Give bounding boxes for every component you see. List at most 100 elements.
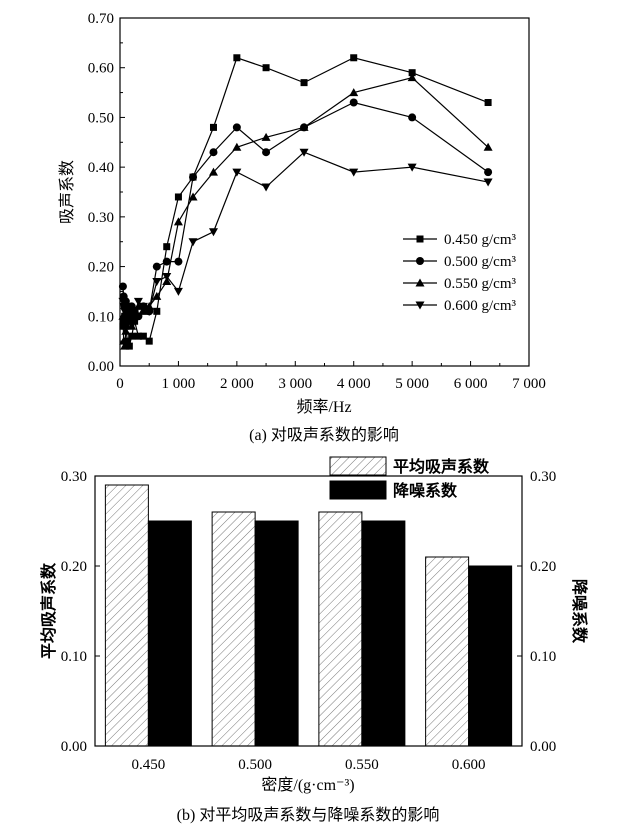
y-tick-label: 0.70 [88,11,114,27]
y-tick-label: 0.30 [88,210,114,226]
bar-nrc [468,565,513,747]
square-marker [153,307,161,315]
y2-axis-label: 降噪系数 [570,579,589,644]
triangle-up-marker [415,278,425,287]
bar-avg-absorption [104,484,149,747]
circle-marker [118,282,127,291]
bar-avg-absorption [425,556,470,747]
chart-title: (b) 对平均吸声系数与降噪系数的影响 [177,806,440,824]
square-marker [145,337,153,345]
series-line [122,151,489,324]
circle-marker [484,168,493,177]
x-tick-label: 5 000 [395,376,429,392]
triangle-down-marker [407,163,417,172]
bar-nrc [254,520,299,747]
triangle-up-marker [121,326,131,335]
x-tick-label: 0 [116,376,124,392]
x-tick-label: 7 000 [512,376,546,392]
circle-marker [416,257,424,265]
triangle-up-marker [152,291,162,300]
triangle-down-marker [121,302,131,311]
triangle-down-marker [188,238,198,247]
series-line [122,101,489,319]
y2-tick-label: 0.00 [530,739,556,755]
y-tick-label: 0.40 [88,160,114,176]
square-marker [209,123,217,131]
triangle-down-marker [162,273,172,282]
triangle-up-marker [349,88,359,97]
x-tick-label: 0.550 [345,757,379,773]
square-marker [350,54,358,62]
triangle-up-marker [299,122,309,131]
square-marker [163,243,171,251]
square-marker [134,332,142,340]
triangle-down-marker [483,178,493,187]
circle-marker [189,173,198,182]
y2-tick-label: 0.30 [530,469,556,485]
y-tick-label: 0.10 [61,649,87,665]
square-marker [122,322,130,330]
triangle-down-marker [208,228,218,237]
triangle-down-marker [124,317,134,326]
triangle-down-marker [173,287,183,296]
y-tick-label: 0.20 [88,260,114,276]
y-tick-label: 0.00 [61,739,87,755]
legend-label: 0.600 g/cm³ [444,298,516,314]
x-tick-label: 2 000 [220,376,254,392]
bar-nrc [147,520,192,747]
legend-label: 0.450 g/cm³ [444,232,516,248]
triangle-down-marker [349,168,359,177]
y-axis-label: 吸声系数 [58,160,76,224]
circle-marker [262,148,271,157]
x-tick-label: 0.600 [452,757,486,773]
square-marker [408,69,416,77]
y-axis-label: 平均吸声系数 [39,562,58,659]
legend-swatch [329,456,387,476]
triangle-down-marker [299,148,309,157]
triangle-down-marker [127,307,137,316]
square-marker [174,193,182,201]
triangle-up-marker [261,132,271,141]
y-tick-label: 0.00 [88,359,114,375]
legend-label: 平均吸声系数 [393,457,490,476]
legend-label: 0.550 g/cm³ [444,276,516,292]
circle-marker [152,262,161,271]
circle-marker [174,257,183,266]
y2-tick-label: 0.10 [530,649,556,665]
triangle-down-marker [120,307,130,316]
chart-title: (a) 对吸声系数的影响 [249,426,399,444]
triangle-up-marker [483,142,493,151]
square-marker [416,235,424,243]
circle-marker [232,123,241,132]
bar-nrc [361,520,406,747]
triangle-up-marker [120,341,130,350]
circle-marker [162,257,171,266]
series-line [122,76,489,347]
triangle-down-marker [122,312,132,321]
square-marker [139,332,147,340]
x-axis-label: 密度/(g·cm⁻³) [261,776,354,794]
triangle-up-marker [188,192,198,201]
x-tick-label: 0.450 [132,757,166,773]
triangle-down-marker [261,183,271,192]
y-tick-label: 0.50 [88,110,114,126]
square-marker [123,337,131,345]
circle-marker [349,98,358,107]
x-tick-label: 4 000 [337,376,371,392]
triangle-up-marker [232,142,242,151]
circle-marker [209,148,218,157]
x-tick-label: 1 000 [162,376,196,392]
triangle-down-marker [152,277,162,286]
y-tick-label: 0.60 [88,61,114,77]
square-marker [131,317,139,325]
circle-marker [408,113,417,122]
series-3: 0.600 g/cm³ [118,148,516,326]
triangle-down-marker [118,297,128,306]
triangle-down-marker [138,302,148,311]
square-marker [120,317,128,325]
plot-frame [94,475,523,747]
x-tick-label: 3 000 [278,376,312,392]
x-axis-label: 频率/Hz [296,398,351,416]
y-tick-label: 0.30 [61,469,87,485]
